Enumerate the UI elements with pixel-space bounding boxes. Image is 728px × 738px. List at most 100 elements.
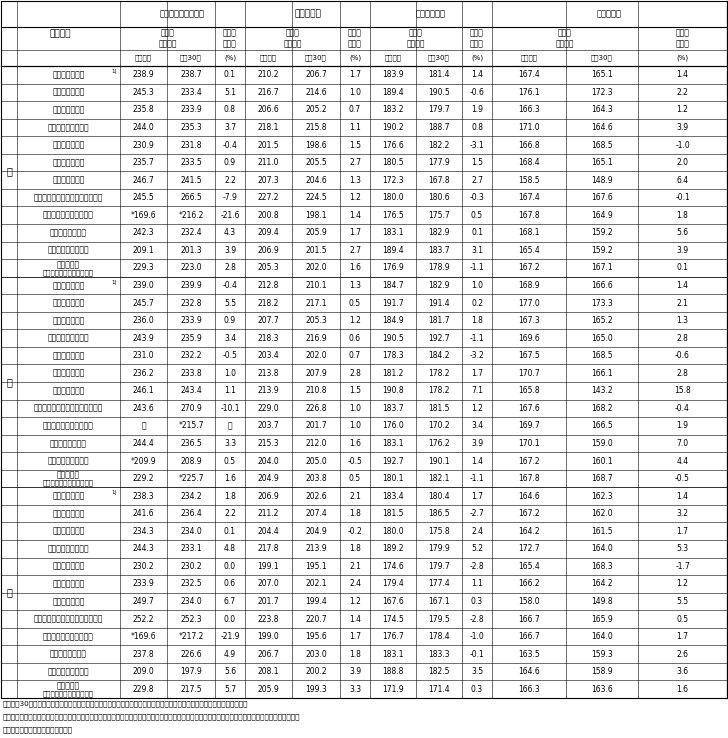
Text: 180.5: 180.5	[382, 158, 404, 167]
Text: *169.6: *169.6	[131, 632, 157, 641]
Text: 199.0: 199.0	[258, 632, 280, 641]
Text: 1): 1)	[111, 69, 117, 74]
Text: 0.3: 0.3	[471, 597, 483, 606]
Text: 1.8: 1.8	[349, 649, 361, 658]
Text: -10.1: -10.1	[221, 404, 240, 413]
Text: 4.9: 4.9	[224, 649, 236, 658]
Text: 0.3: 0.3	[471, 685, 483, 694]
Text: 217.8: 217.8	[258, 545, 280, 554]
Text: 6.7: 6.7	[224, 597, 236, 606]
Text: 207.7: 207.7	[258, 316, 280, 325]
Text: 166.3: 166.3	[518, 106, 540, 114]
Text: 学術研究，専門・技術サービス業: 学術研究，専門・技術サービス業	[33, 615, 103, 624]
Text: 166.7: 166.7	[518, 632, 540, 641]
Text: -0.3: -0.3	[470, 193, 484, 202]
Text: 205.9: 205.9	[258, 685, 280, 694]
Text: 230.9: 230.9	[132, 140, 154, 150]
Text: 213.9: 213.9	[258, 386, 280, 396]
Text: 2.4: 2.4	[471, 527, 483, 536]
Text: 236.2: 236.2	[132, 369, 154, 378]
Text: 1.9: 1.9	[471, 106, 483, 114]
Text: 1): 1)	[111, 280, 117, 285]
Text: 167.3: 167.3	[518, 316, 540, 325]
Text: 注　平成30年は、調査対象業種「宿泊業、飲食サービス業」のうち「バー、キャバレー、ナイトクラブ」を除外している。: 注 平成30年は、調査対象業種「宿泊業、飲食サービス業」のうち「バー、キャバレー…	[3, 700, 248, 706]
Text: 164.3: 164.3	[591, 106, 613, 114]
Text: 189.4: 189.4	[382, 246, 404, 255]
Text: 206.6: 206.6	[258, 106, 280, 114]
Text: 建　　設　　業: 建 設 業	[52, 298, 84, 308]
Text: *216.2: *216.2	[178, 211, 204, 220]
Text: 205.2: 205.2	[305, 106, 327, 114]
Text: 216.9: 216.9	[305, 334, 327, 342]
Text: 大学院修士課程修了: 大学院修士課程修了	[160, 10, 205, 18]
Text: 234.0: 234.0	[180, 597, 202, 606]
Text: 1.2: 1.2	[349, 193, 361, 202]
Text: 3.9: 3.9	[676, 246, 689, 255]
Text: 男: 男	[6, 377, 12, 387]
Text: 2.7: 2.7	[471, 176, 483, 184]
Text: 167.6: 167.6	[518, 404, 540, 413]
Text: 176.6: 176.6	[382, 140, 404, 150]
Text: 183.4: 183.4	[382, 492, 404, 500]
Text: 205.0: 205.0	[305, 457, 327, 466]
Text: 164.6: 164.6	[518, 492, 540, 500]
Text: 207.9: 207.9	[305, 369, 327, 378]
Text: 3.6: 3.6	[676, 667, 689, 676]
Text: 181.4: 181.4	[428, 70, 450, 79]
Text: －: －	[141, 421, 146, 430]
Text: 181.2: 181.2	[382, 369, 404, 378]
Text: 229.0: 229.0	[258, 404, 280, 413]
Text: 203.7: 203.7	[258, 421, 280, 430]
Text: 206.9: 206.9	[258, 492, 280, 500]
Text: 168.4: 168.4	[518, 158, 540, 167]
Text: (%): (%)	[676, 55, 689, 61]
Text: 190.5: 190.5	[382, 334, 404, 342]
Text: 0.9: 0.9	[224, 158, 236, 167]
Text: 179.9: 179.9	[428, 545, 450, 554]
Text: *217.2: *217.2	[178, 632, 204, 641]
Text: 運輸業，郵便業: 運輸業，郵便業	[52, 140, 84, 150]
Text: 213.8: 213.8	[258, 369, 280, 378]
Text: 184.2: 184.2	[428, 351, 450, 360]
Text: 218.1: 218.1	[258, 123, 279, 132]
Text: 1.4: 1.4	[349, 211, 361, 220]
Text: 2.6: 2.6	[676, 649, 689, 658]
Text: 1.2: 1.2	[349, 597, 361, 606]
Text: 201.5: 201.5	[258, 140, 280, 150]
Text: 学術研究，専門・技術サービス業: 学術研究，専門・技術サービス業	[33, 404, 103, 413]
Text: 製　　造　　業: 製 造 業	[52, 106, 84, 114]
Text: 情　報　通　信　業: 情 報 通 信 業	[48, 545, 90, 554]
Text: 2.2: 2.2	[676, 88, 689, 97]
Text: 223.0: 223.0	[181, 263, 202, 272]
Text: 167.4: 167.4	[518, 193, 540, 202]
Text: 210.8: 210.8	[305, 386, 327, 396]
Text: 206.7: 206.7	[258, 649, 280, 658]
Text: -0.1: -0.1	[675, 193, 690, 202]
Text: 医　療　，　福　社: 医 療 ， 福 社	[48, 667, 90, 676]
Text: 243.9: 243.9	[132, 334, 154, 342]
Text: サービス業: サービス業	[57, 681, 80, 690]
Text: 226.6: 226.6	[181, 649, 202, 658]
Text: 0.7: 0.7	[349, 351, 361, 360]
Text: 165.8: 165.8	[518, 386, 540, 396]
Text: 164.9: 164.9	[591, 211, 613, 220]
Text: 164.6: 164.6	[591, 123, 613, 132]
Text: 165.2: 165.2	[591, 316, 613, 325]
Text: 169.7: 169.7	[518, 421, 540, 430]
Text: 0.2: 0.2	[471, 298, 483, 308]
Text: 166.8: 166.8	[518, 140, 540, 150]
Text: 5.6: 5.6	[224, 667, 236, 676]
Text: 235.8: 235.8	[132, 106, 154, 114]
Text: 171.0: 171.0	[518, 123, 540, 132]
Text: 182.9: 182.9	[428, 228, 450, 238]
Text: 173.3: 173.3	[591, 298, 613, 308]
Text: 199.4: 199.4	[305, 597, 327, 606]
Text: 5.3: 5.3	[676, 545, 689, 554]
Text: -7.9: -7.9	[223, 193, 237, 202]
Text: 3.9: 3.9	[349, 667, 361, 676]
Text: 165.1: 165.1	[591, 70, 613, 79]
Text: 2.0: 2.0	[676, 158, 689, 167]
Text: 2.1: 2.1	[349, 492, 361, 500]
Text: 233.9: 233.9	[180, 316, 202, 325]
Text: -1.1: -1.1	[470, 474, 484, 483]
